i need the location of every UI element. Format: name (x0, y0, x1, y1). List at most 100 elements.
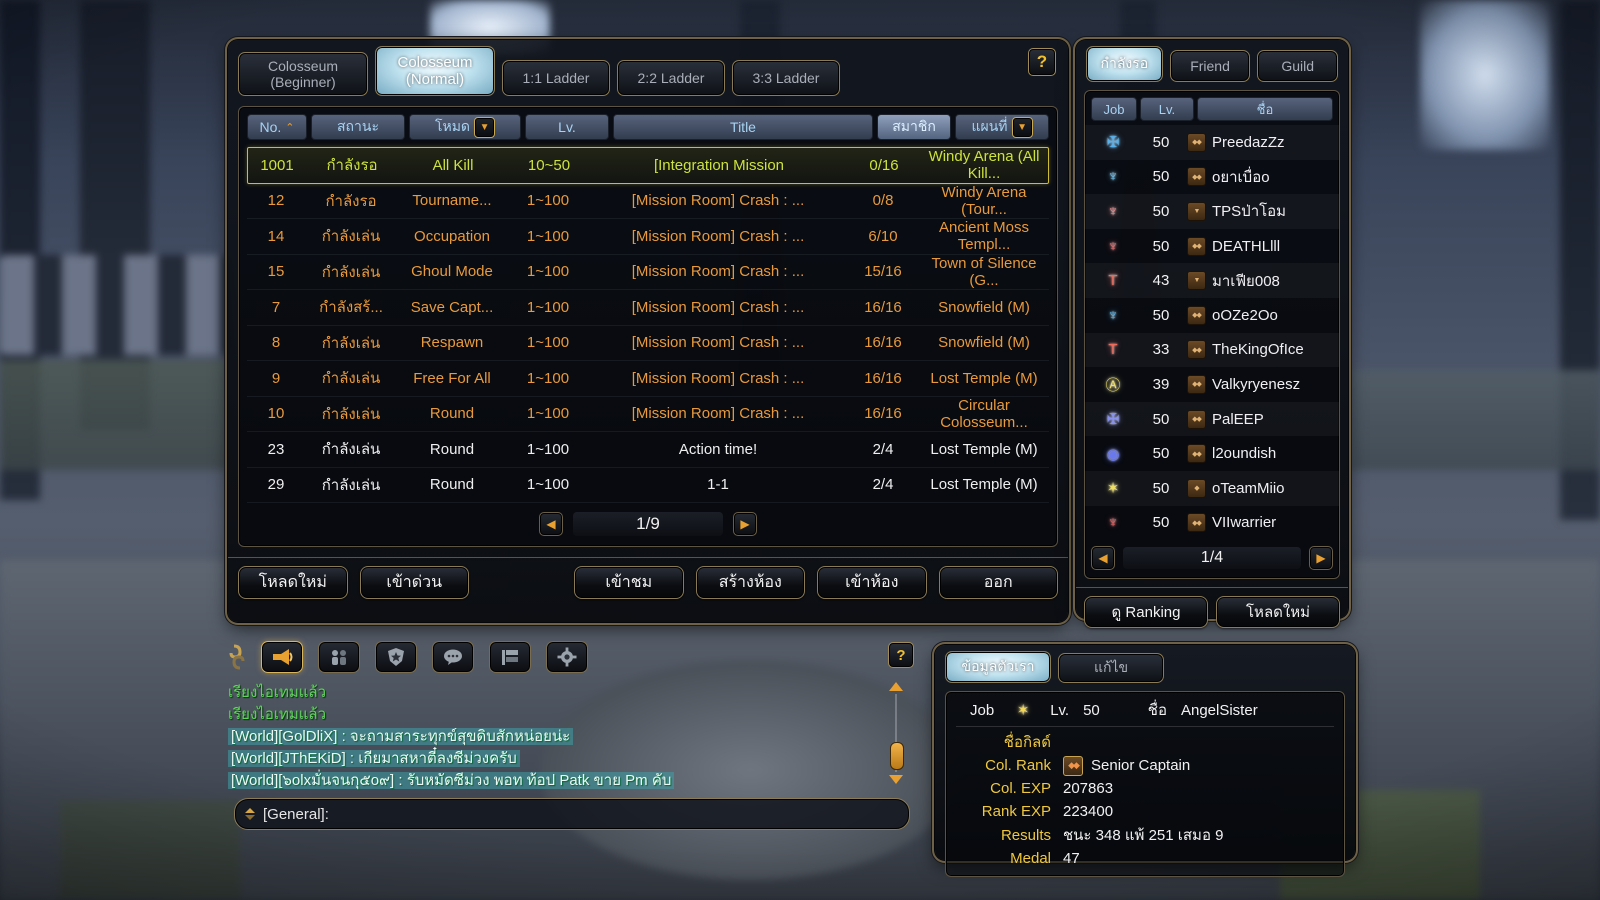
pvp-rank-icon: ◆◆ (1187, 236, 1206, 256)
header-title[interactable]: Title (613, 114, 873, 140)
help-button[interactable]: ? (1028, 48, 1056, 76)
player-row[interactable]: ✶ 50 ◆ oTeamMiio (1085, 470, 1339, 506)
player-rows: ✠ 50 ◆◆ PreedazZz ♆ 50 ◆◆ oยาเบื่อo (1085, 125, 1339, 540)
pvp-rank-icon: ◆◆ (1187, 409, 1206, 429)
scroll-up-icon[interactable] (889, 682, 903, 691)
mode-dropdown-icon[interactable]: ▼ (474, 116, 496, 138)
room-row[interactable]: 12 กำลังรอ Tourname... 1~100 [Mission Ro… (247, 184, 1049, 219)
guild-label: ชื่อกิลด์ (1003, 734, 1051, 751)
header-job[interactable]: Job (1091, 97, 1137, 121)
chat-message: เรียงไอเทมแล้ว (228, 706, 327, 723)
map-dropdown-icon[interactable]: ▼ (1011, 116, 1033, 138)
tab-waiting[interactable]: กำลังรอ (1086, 46, 1163, 82)
pvp-rank-icon: ◆◆ (1187, 444, 1206, 464)
job-class-icon: T (1108, 341, 1118, 359)
next-page-button[interactable]: ▶ (1309, 546, 1333, 571)
player-row[interactable]: ♆ 50 ▼ TPSป่าโอม (1085, 194, 1339, 229)
results-value: ชนะ 348 แพ้ 251 เสมอ 9 (1063, 827, 1224, 844)
results-label: Results (1000, 826, 1051, 844)
view-ranking-button[interactable]: ดู Ranking (1084, 596, 1208, 629)
scroll-down-icon[interactable] (889, 775, 903, 784)
party-icon (332, 650, 346, 665)
prev-page-button[interactable]: ◀ (1091, 546, 1115, 571)
chat-channel-horn-button[interactable] (261, 641, 303, 673)
player-row[interactable]: ◉ 50 ◆◆ l2oundish (1085, 436, 1339, 471)
chat-scrollbar[interactable] (888, 682, 904, 798)
player-row[interactable]: T 43 ▼ มาเฟีย008 (1085, 263, 1339, 298)
chat-notice-button[interactable] (489, 641, 531, 673)
room-row[interactable]: 7 กำลังสร้... Save Capt... 1~100 [Missio… (247, 290, 1049, 326)
tab-guild[interactable]: Guild (1257, 50, 1338, 82)
rank-exp-value: 223400 (1063, 803, 1114, 820)
join-room-button[interactable]: เข้าห้อง (817, 566, 927, 599)
create-room-button[interactable]: สร้างห้อง (695, 566, 805, 599)
chat-guild-button[interactable] (375, 641, 417, 673)
chat-whisper-button[interactable] (432, 641, 474, 673)
sort-asc-icon: ⌃ (285, 121, 295, 134)
player-row[interactable]: ✠ 50 ◆◆ PalEEP (1085, 401, 1339, 437)
player-row[interactable]: T 33 ◆◆ TheKingOfIce (1085, 332, 1339, 368)
horn-icon (273, 649, 293, 665)
tab-friend[interactable]: Friend (1169, 50, 1251, 82)
page-indicator: 1/4 (1123, 547, 1301, 570)
header-status[interactable]: สถานะ (311, 114, 405, 140)
chat-message: [World][JThEKiD] : เกียมาสหาตี๋ลงซีม่วงค… (228, 748, 876, 769)
room-pagination: ◀ 1/9 ▶ (239, 503, 1057, 546)
chat-party-button[interactable] (318, 641, 360, 673)
chat-help-button[interactable]: ? (888, 642, 914, 668)
self-info-window: ข้อมูลตัวเรา แก้ไข Job ✶ Lv. 50 ชื่อ Ang… (935, 645, 1355, 877)
next-page-button[interactable]: ▶ (733, 512, 757, 536)
room-row[interactable]: 9 กำลังเล่น Free For All 1~100 [Mission … (247, 361, 1049, 397)
scroll-thumb[interactable] (890, 742, 904, 770)
rank-medal-icon: ◆◆ (1063, 755, 1083, 776)
quick-join-button[interactable]: เข้าด่วน (359, 566, 469, 599)
spectate-button[interactable]: เข้าชม (574, 566, 684, 599)
room-row[interactable]: 10 กำลังเล่น Round 1~100 [Mission Room] … (247, 397, 1049, 432)
pvp-rank-icon: ◆◆ (1187, 305, 1206, 325)
player-row[interactable]: ♆ 50 ◆◆ VIIwarrier (1085, 506, 1339, 541)
chat-settings-button[interactable] (546, 641, 588, 673)
room-row[interactable]: 1001 กำลังรอ All Kill 10~50 [Integration… (247, 147, 1049, 184)
room-row[interactable]: 14 กำลังเล่น Occupation 1~100 [Mission R… (247, 219, 1049, 255)
header-mode[interactable]: โหมด ▼ (409, 114, 521, 140)
header-map[interactable]: แผนที่ ▼ (955, 114, 1049, 140)
room-row[interactable]: 23 กำลังเล่น Round 1~100 Action time! 2/… (247, 432, 1049, 468)
tab-edit[interactable]: แก้ไข (1058, 653, 1164, 683)
self-info-body: Job ✶ Lv. 50 ชื่อ AngelSister ชื่อกิลด์ … (945, 691, 1345, 877)
header-level[interactable]: Lv. (525, 114, 609, 140)
tab-3v3-ladder[interactable]: 3:3 Ladder (732, 60, 840, 96)
tab-2v2-ladder[interactable]: 2:2 Ladder (617, 60, 725, 96)
medal-label: Medal (1010, 850, 1051, 867)
scroll-track[interactable] (890, 694, 904, 772)
reload-button[interactable]: โหลดใหม่ (238, 566, 348, 599)
job-class-icon: ♆ (1107, 202, 1119, 220)
room-row[interactable]: 8 กำลังเล่น Respawn 1~100 [Mission Room]… (247, 326, 1049, 361)
job-class-icon: ✶ (1106, 480, 1120, 498)
tab-colosseum-beginner[interactable]: Colosseum (Beginner) (238, 52, 368, 96)
channel-select-icon[interactable] (245, 808, 255, 820)
player-row[interactable]: ♆ 50 ◆◆ oOZe2Oo (1085, 298, 1339, 333)
player-row[interactable]: ✠ 50 ◆◆ PreedazZz (1085, 125, 1339, 160)
tab-1v1-ladder[interactable]: 1:1 Ladder (502, 60, 610, 96)
player-row[interactable]: ♆ 50 ◆◆ DEATHLlll (1085, 229, 1339, 264)
col-exp-label: Col. EXP (990, 780, 1051, 797)
tab-my-info[interactable]: ข้อมูลตัวเรา (945, 651, 1051, 683)
link-icon[interactable] (228, 644, 246, 670)
chat-messages: เรียงไอเทมแล้ว เรียงไอเทมแล้ว [World][Go… (228, 682, 876, 791)
page-indicator: 1/9 (573, 512, 723, 536)
header-members[interactable]: สมาชิก (877, 114, 951, 140)
tab-colosseum-normal[interactable]: Colosseum (Normal) (375, 46, 495, 96)
player-row[interactable]: Ⓐ 39 ◆◆ Valkyryenesz (1085, 367, 1339, 402)
header-lv[interactable]: Lv. (1140, 97, 1194, 121)
job-class-icon: ♆ (1107, 237, 1119, 255)
reload-button[interactable]: โหลดใหม่ (1216, 596, 1340, 629)
header-name[interactable]: ชื่อ (1197, 97, 1333, 121)
header-no[interactable]: No. ⌃ (247, 114, 307, 140)
room-row[interactable]: 29 กำลังเล่น Round 1~100 1-1 2/4 Lost Te… (247, 468, 1049, 503)
pvp-rank-icon: ◆ (1187, 478, 1206, 498)
room-row[interactable]: 15 กำลังเล่น Ghoul Mode 1~100 [Mission R… (247, 255, 1049, 290)
prev-page-button[interactable]: ◀ (539, 512, 563, 536)
chat-input[interactable]: [General]: (234, 798, 910, 830)
exit-button[interactable]: ออก (938, 566, 1058, 599)
player-row[interactable]: ♆ 50 ◆◆ oยาเบื่อo (1085, 160, 1339, 195)
